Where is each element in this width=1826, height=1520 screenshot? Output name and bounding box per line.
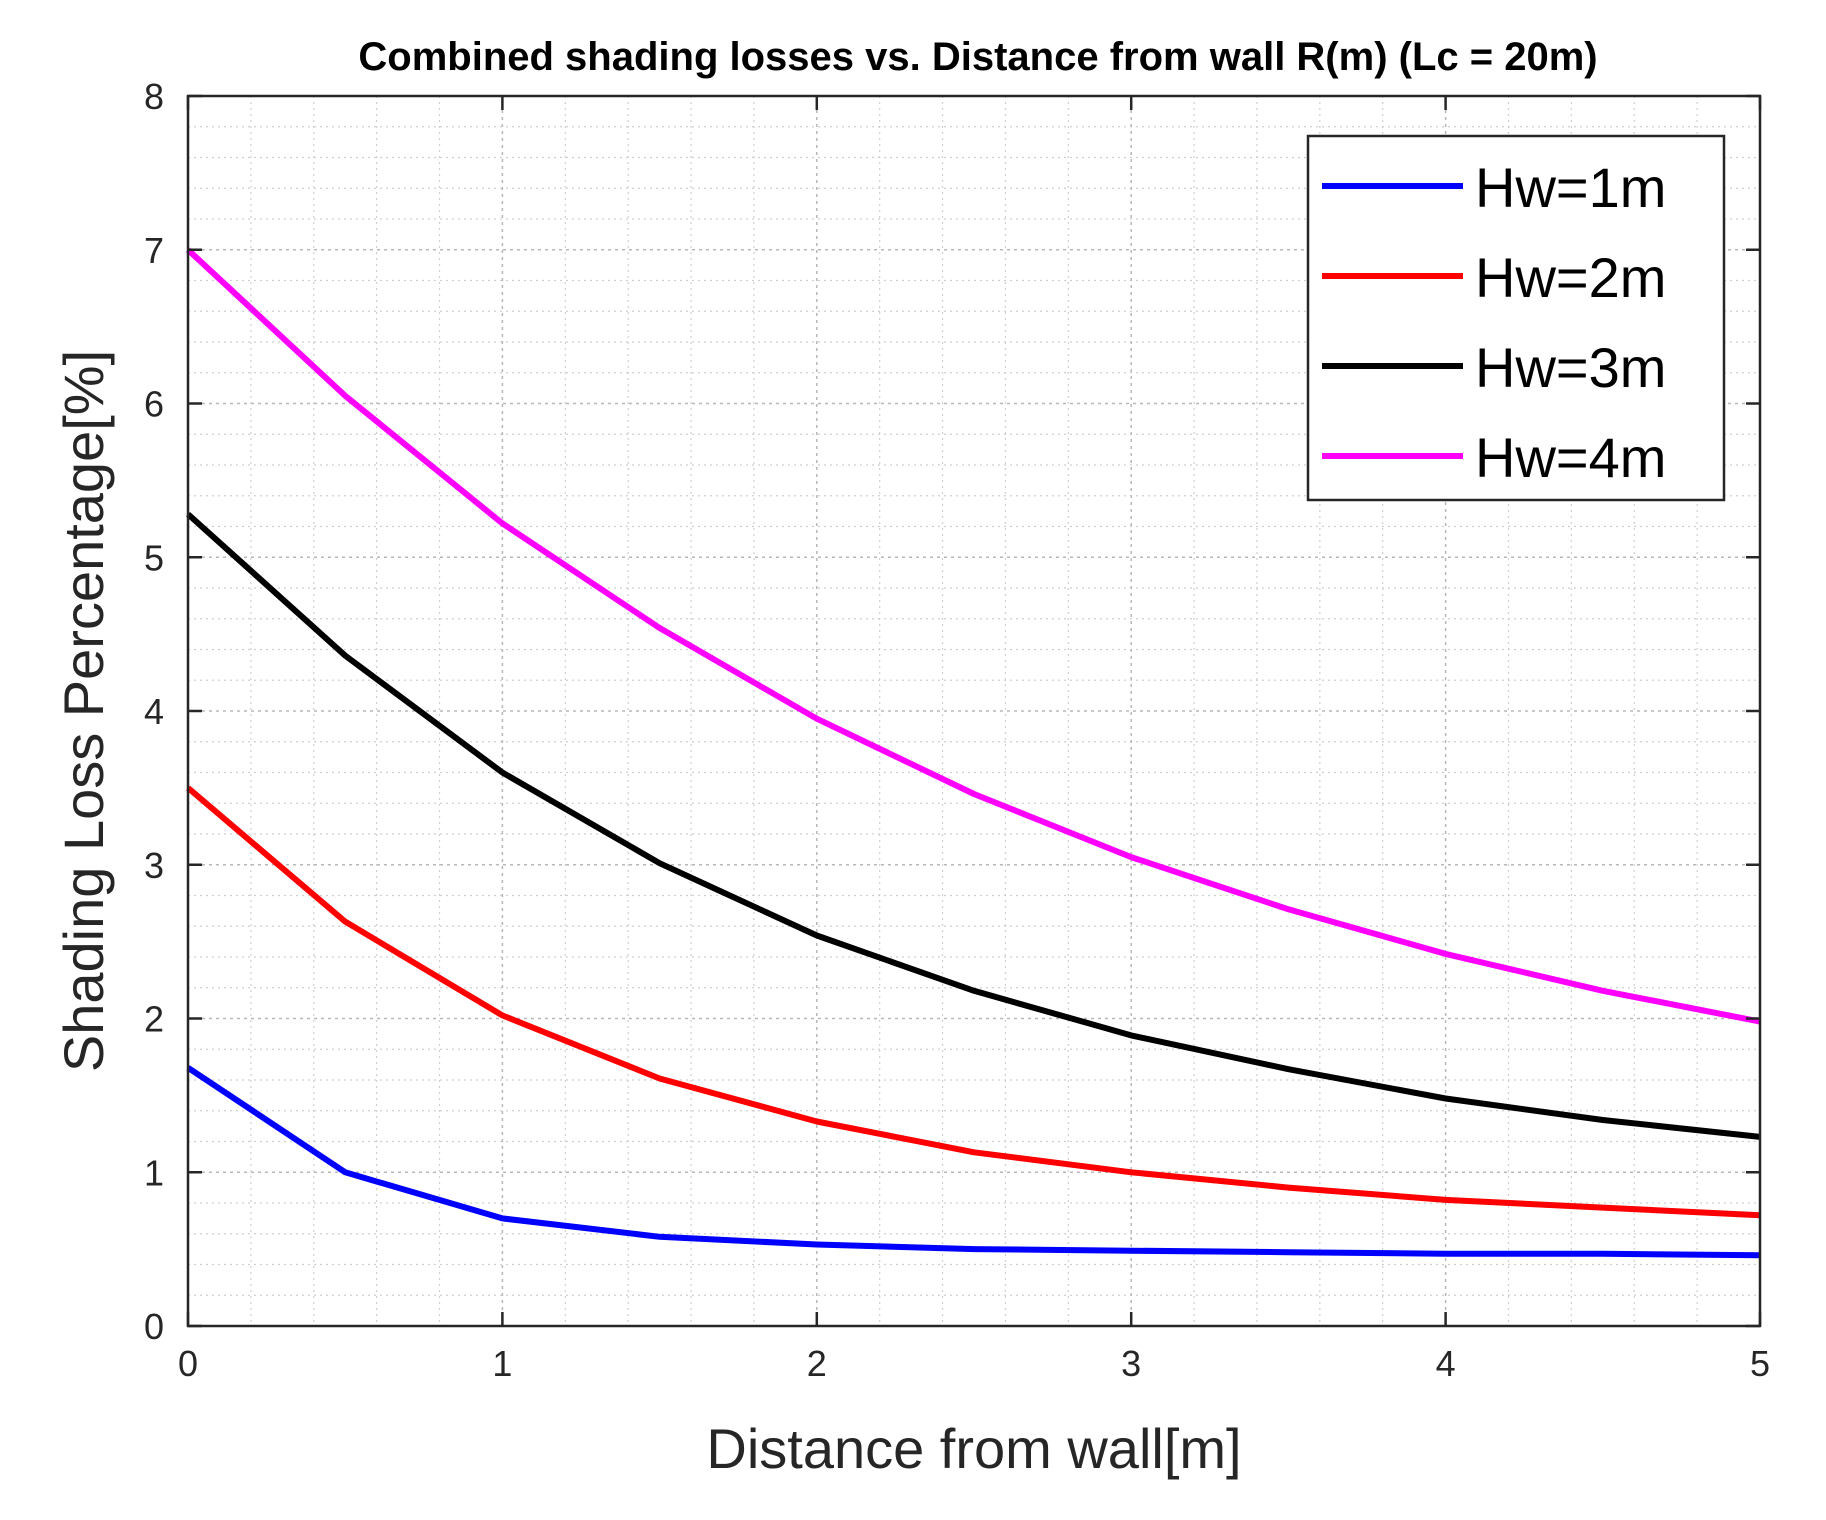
x-tick-label: 4 [1436,1343,1456,1384]
y-tick-label: 8 [144,76,164,117]
x-tick-label: 1 [492,1343,512,1384]
y-tick-label: 7 [144,230,164,271]
legend: Hw=1m Hw=2m Hw=3m Hw=4m [1306,134,1726,502]
legend-label: Hw=1m [1475,156,1666,219]
y-tick-label: 6 [144,384,164,425]
series-line-Hw=3m [185,511,1761,1140]
y-tick-label: 5 [144,537,164,578]
series-line-Hw=4m [185,247,1761,1025]
series-line-Hw=2m [186,785,1761,1219]
chart-title: Combined shading losses vs. Distance fro… [358,35,1597,79]
grid-lines [187,95,1761,1327]
axis-ticks: 0 1 2 3 4 5 0 1 2 3 4 5 6 7 8 [144,76,1770,1384]
y-tick-label: 0 [144,1306,164,1347]
x-tick-label: 5 [1750,1343,1770,1384]
y-axis-label: Shading Loss Percentage[%] [52,350,115,1072]
x-axis-label: Distance from wall[m] [706,1417,1241,1480]
y-tick-label: 4 [144,691,164,732]
legend-label: Hw=4m [1475,426,1666,489]
legend-label: Hw=3m [1475,336,1666,399]
y-tick-label: 1 [144,1152,164,1193]
x-tick-label: 0 [178,1343,198,1384]
x-tick-label: 3 [1121,1343,1141,1384]
series-line-Hw=1m [186,1065,1761,1259]
x-tick-label: 2 [807,1343,827,1384]
y-tick-label: 3 [144,845,164,886]
y-tick-label: 2 [144,999,164,1040]
legend-label: Hw=2m [1475,246,1666,309]
series-layer [185,247,1761,1259]
legend-box [1306,134,1726,502]
